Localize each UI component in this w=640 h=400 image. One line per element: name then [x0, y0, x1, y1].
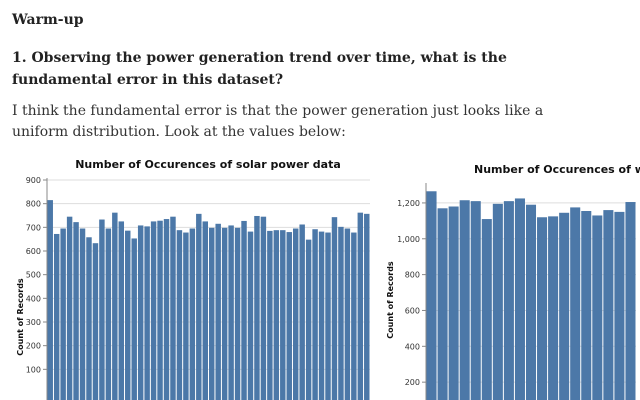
- bar: [351, 232, 357, 400]
- bar: [86, 237, 92, 400]
- bar: [144, 226, 150, 400]
- bar: [105, 228, 112, 400]
- bar: [581, 210, 592, 400]
- bar: [357, 212, 364, 400]
- bar: [183, 232, 189, 400]
- bar: [448, 206, 459, 400]
- bar: [280, 230, 286, 400]
- y-tick-label: 400: [26, 294, 41, 303]
- bar: [267, 230, 273, 400]
- bar: [537, 217, 548, 400]
- y-tick-label: 1,200: [397, 199, 420, 208]
- bar: [73, 222, 79, 400]
- bar: [150, 221, 157, 400]
- wind-power-chart: Number of Occurences of win 200 400 600 800…: [386, 163, 640, 400]
- bar: [221, 227, 228, 400]
- bar: [157, 220, 163, 400]
- bar: [260, 216, 267, 400]
- bar: [163, 219, 170, 400]
- bar: [325, 232, 331, 400]
- bar: [118, 221, 125, 400]
- bar: [459, 200, 470, 400]
- bar: [131, 238, 137, 400]
- bar: [481, 219, 492, 400]
- bar: [92, 243, 99, 400]
- bar: [53, 233, 60, 400]
- bar: [503, 201, 514, 400]
- bar: [60, 228, 66, 400]
- bar: [344, 228, 351, 400]
- bar: [614, 211, 625, 400]
- bar: [625, 202, 636, 400]
- bar: [112, 212, 118, 400]
- y-tick-label: 800: [405, 271, 420, 280]
- y-tick-label: 300: [26, 318, 41, 327]
- y-tick-label: 600: [405, 306, 420, 315]
- y-tick-label: 800: [26, 200, 41, 209]
- y-tick-label: 200: [405, 378, 420, 387]
- bar: [273, 230, 280, 400]
- answer-paragraph: I think the fundamental error is that th…: [12, 103, 544, 140]
- bar: [364, 213, 370, 400]
- bar: [312, 229, 318, 400]
- bar: [470, 201, 481, 400]
- bar: [318, 231, 325, 400]
- bar: [196, 213, 202, 400]
- bar: [209, 227, 215, 400]
- bar: [202, 221, 208, 400]
- bar: [176, 230, 183, 400]
- chart-title: Number of Occurences of win: [474, 163, 640, 176]
- bar: [286, 232, 292, 400]
- bar: [331, 217, 338, 400]
- bar: [170, 216, 176, 400]
- bar: [570, 207, 581, 400]
- bar: [241, 220, 247, 400]
- bar: [426, 191, 437, 400]
- bar: [79, 228, 86, 400]
- bar: [525, 204, 537, 400]
- bar: [66, 216, 73, 400]
- bar: [299, 224, 305, 400]
- bar: [47, 200, 53, 400]
- bar: [137, 225, 144, 400]
- y-tick-label: 600: [26, 247, 41, 256]
- y-tick-label: 1,000: [397, 235, 420, 244]
- bar: [305, 239, 312, 400]
- bar: [603, 210, 614, 400]
- bar: [548, 216, 559, 400]
- y-tick-label: 500: [26, 271, 41, 280]
- bar: [234, 227, 241, 400]
- y-axis-label: Count of Records: [16, 278, 25, 356]
- bar: [437, 208, 448, 400]
- section-heading: Warm-up: [12, 12, 84, 28]
- bar: [189, 228, 196, 400]
- question-text: 1. Observing the power generation trend …: [12, 50, 507, 88]
- bar: [254, 215, 260, 400]
- y-axis-label: Count of Records: [386, 261, 395, 339]
- chart-title: Number of Occurences of solar power data: [75, 158, 341, 171]
- y-tick-label: 700: [26, 223, 41, 232]
- bar: [292, 228, 299, 400]
- bar: [215, 223, 221, 400]
- bar: [99, 219, 105, 400]
- bar: [338, 226, 344, 400]
- bar: [592, 215, 603, 400]
- bar: [247, 231, 254, 400]
- y-tick-label: 900: [26, 176, 41, 185]
- y-tick-label: 400: [405, 342, 420, 351]
- y-tick-label: 100: [26, 365, 41, 374]
- bar: [228, 225, 234, 400]
- bar: [125, 230, 131, 400]
- bar: [492, 203, 503, 400]
- bar: [559, 212, 570, 400]
- y-tick-label: 200: [26, 342, 41, 351]
- bar: [514, 198, 525, 400]
- solar-power-chart: Number of Occurences of solar power data…: [16, 158, 370, 400]
